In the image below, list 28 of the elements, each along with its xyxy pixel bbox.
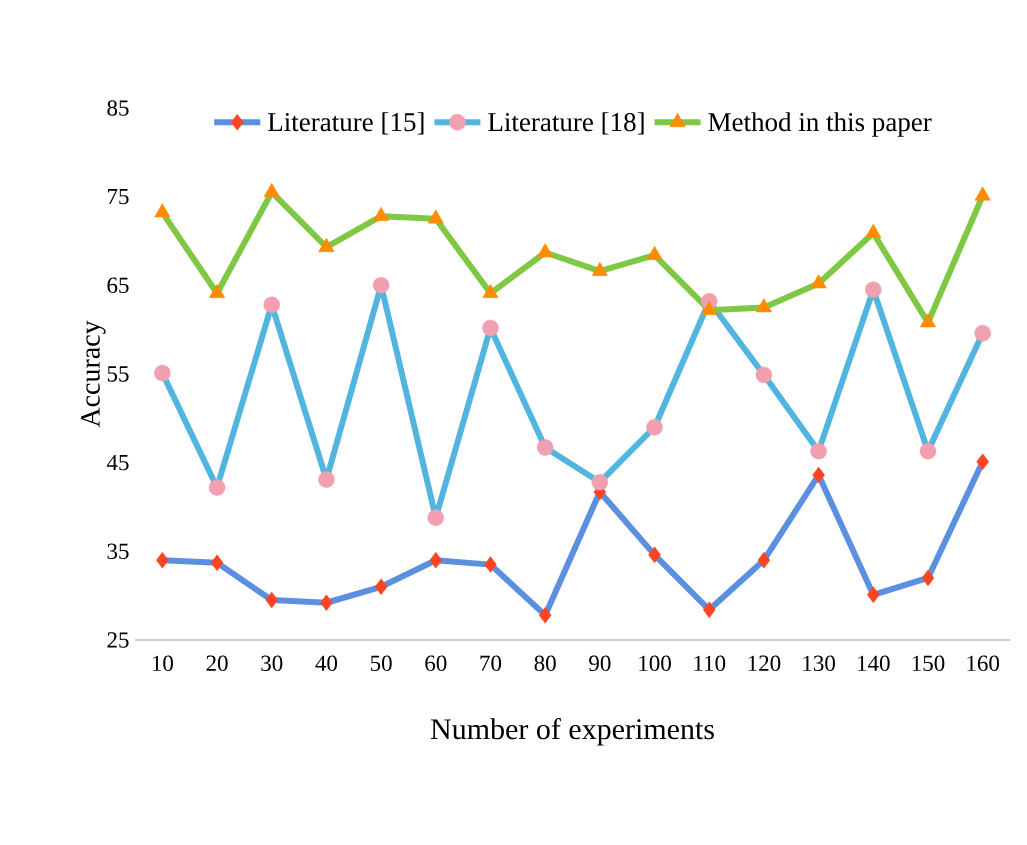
x-tick-label: 120 xyxy=(748,655,781,672)
y-tick-label: 45 xyxy=(106,454,129,471)
x-tick-label: 20 xyxy=(206,655,228,672)
y-axis-title: Accuracy xyxy=(81,320,106,428)
x-tick-label: 130 xyxy=(803,655,835,672)
x-tick-label: 140 xyxy=(858,655,890,672)
legend-label: Literature [18] xyxy=(488,112,644,135)
x-tick-label: 50 xyxy=(370,655,392,672)
y-tick-label: 85 xyxy=(107,100,129,116)
x-tick-label: 100 xyxy=(639,655,671,672)
x-tick-label: 60 xyxy=(425,655,447,672)
legend-label: Literature [15] xyxy=(268,112,424,135)
y-tick-label: 55 xyxy=(107,366,129,382)
x-axis-title: Number of experiments xyxy=(430,717,714,746)
x-tick-label: 40 xyxy=(315,655,338,672)
y-tick-label: 35 xyxy=(107,543,129,560)
x-tick-label: 150 xyxy=(912,655,945,672)
y-tick-label: 75 xyxy=(108,189,129,205)
y-tick-label: 65 xyxy=(107,277,129,294)
x-tick-label: 10 xyxy=(152,655,173,672)
y-tick-label: 25 xyxy=(107,632,129,648)
legend-label: Method in this paper xyxy=(708,112,932,137)
x-tick-label: 90 xyxy=(589,655,611,672)
x-tick-label: 80 xyxy=(534,655,556,672)
x-tick-label: 70 xyxy=(480,655,502,672)
x-tick-label: 160 xyxy=(967,655,1000,672)
x-tick-label: 110 xyxy=(694,655,726,672)
x-tick-label: 30 xyxy=(261,655,283,672)
